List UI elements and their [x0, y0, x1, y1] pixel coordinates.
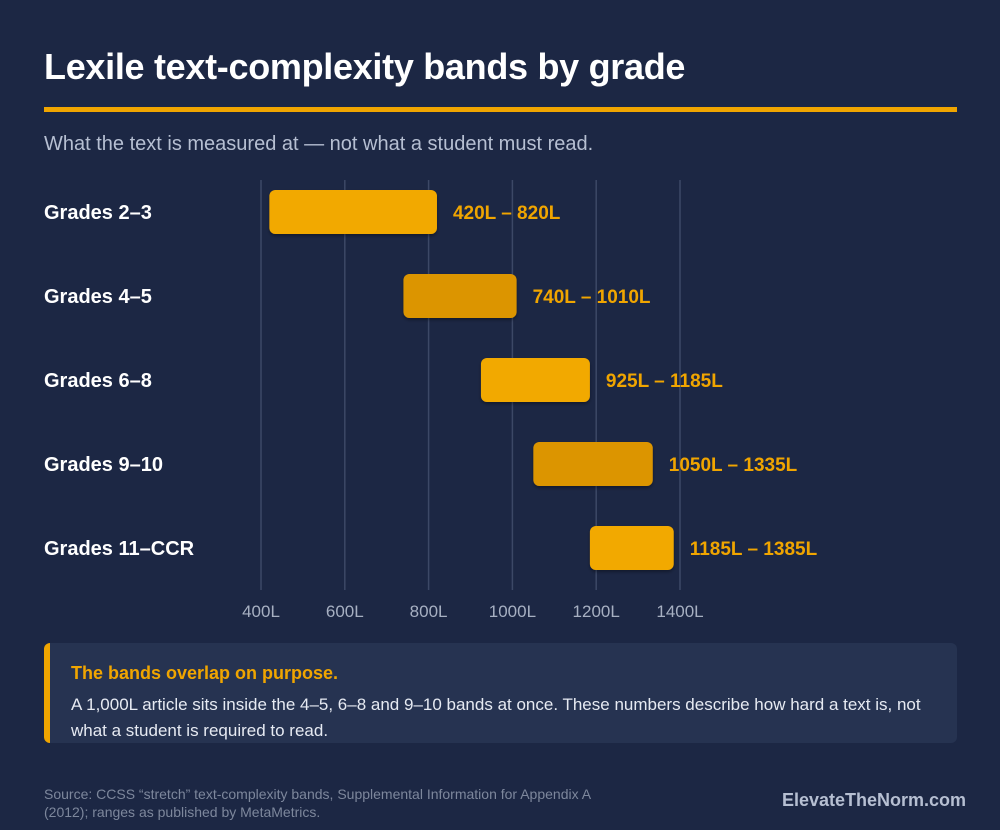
category-label: Grades 2–3 [44, 202, 152, 224]
title-underline [44, 107, 957, 112]
callout-title: The bands overlap on purpose. [71, 663, 339, 683]
category-label: Grades 11–CCR [44, 538, 195, 560]
range-bar [533, 442, 653, 486]
range-bar-chart: Grades 2–3 Grades 4–5 Grades 6–8 Grades 9–1… [44, 180, 818, 621]
bar-data-label: 420L – 820L [453, 203, 561, 224]
source-note: Source: CCSS “stretch” text-complexity b… [44, 786, 591, 820]
category-label: Grades 9–10 [44, 454, 163, 476]
x-tick-label: 400L [242, 602, 280, 621]
x-tick-label: 1400L [656, 602, 703, 621]
range-bar [589, 526, 674, 570]
range-bar [403, 274, 517, 318]
category-label: Grades 6–8 [44, 370, 152, 392]
x-axis-tick-labels: 400L 600L 800L 1000L 1200L 1400L [242, 602, 704, 621]
chart-title: Lexile text-complexity bands by grade [44, 46, 686, 87]
x-tick-label: 600L [326, 602, 364, 621]
x-tick-label: 1000L [489, 602, 536, 621]
callout-box: The bands overlap on purpose. A 1,000L a… [44, 643, 957, 743]
bar-data-label: 925L – 1185L [606, 371, 723, 392]
chart-subtitle: What the text is measured at — not what … [44, 133, 594, 155]
x-tick-label: 800L [410, 602, 448, 621]
callout-body: A 1,000L article sits inside the 4–5, 6–… [71, 695, 921, 740]
brand-link[interactable]: ElevateTheNorm.com [781, 790, 966, 810]
category-labels: Grades 2–3 Grades 4–5 Grades 6–8 Grades 9–1… [44, 202, 195, 560]
range-bar [269, 190, 437, 234]
bar-data-label: 740L – 1010L [533, 287, 651, 308]
category-label: Grades 4–5 [44, 286, 152, 308]
bars [269, 190, 674, 570]
x-tick-label: 1200L [573, 602, 620, 621]
range-bar [480, 358, 590, 402]
bar-data-label: 1050L – 1335L [669, 455, 798, 476]
bar-data-label: 1185L – 1385L [690, 539, 818, 560]
data-labels: 420L – 820L 740L – 1010L 925L – 1185L 1050L… [453, 203, 818, 560]
